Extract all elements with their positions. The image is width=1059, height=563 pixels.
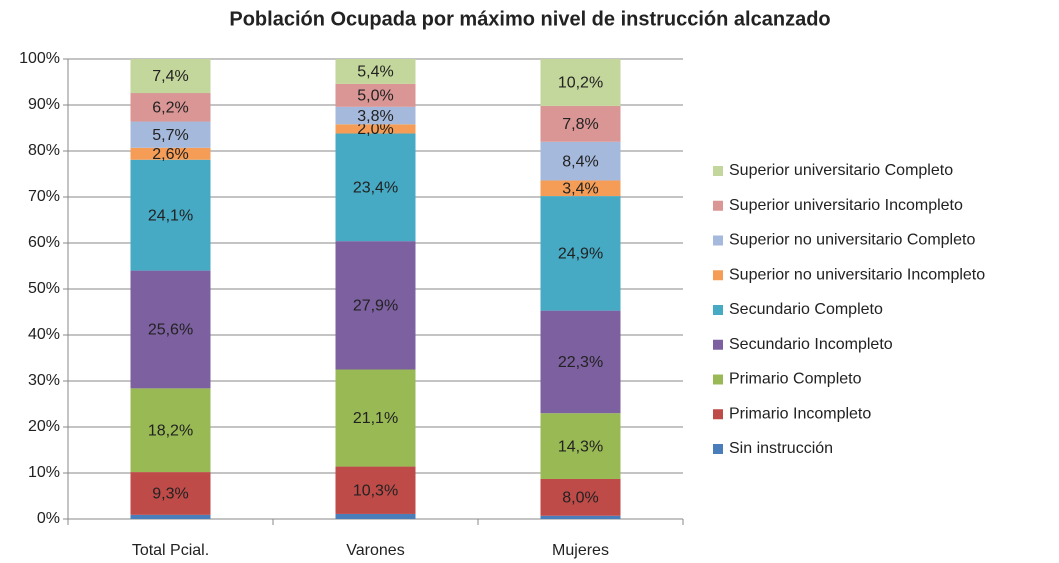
y-tick-label: 40% [28, 326, 60, 343]
y-tick-label: 50% [28, 280, 60, 297]
bar-segment [130, 514, 211, 519]
bar-segment [335, 466, 416, 514]
data-label: 7,8% [562, 116, 598, 133]
bar-segment [130, 59, 211, 94]
legend-label: Superior universitario Completo [729, 162, 953, 179]
bar-segment [540, 180, 621, 197]
bar-segment [130, 147, 211, 160]
data-label: 2,0% [357, 121, 393, 138]
bar-segment [335, 106, 416, 125]
bar-segment [130, 270, 211, 389]
chart-title: Población Ocupada por máximo nivel de in… [229, 8, 830, 30]
data-label: 25,6% [148, 322, 193, 339]
data-label: 21,1% [353, 410, 398, 427]
legend-swatch [713, 166, 723, 176]
legend-label: Superior no universitario Incompleto [729, 266, 985, 283]
y-tick-label: 30% [28, 372, 60, 389]
data-label: 3,8% [357, 108, 393, 125]
legend-swatch [713, 305, 723, 315]
data-label: 10,3% [353, 482, 398, 499]
y-tick-label: 20% [28, 418, 60, 435]
bar-segment [540, 59, 621, 106]
bar-segment [540, 105, 621, 142]
data-label: 27,9% [353, 298, 398, 315]
legend-label: Sin instrucción [729, 440, 833, 457]
legend-label: Secundario Completo [729, 301, 883, 318]
bar-segment [130, 159, 211, 271]
legend-label: Primario Incompleto [729, 405, 871, 422]
bar-segment [540, 478, 621, 516]
bar-segment [540, 413, 621, 479]
data-label: 5,4% [357, 64, 393, 81]
bar-segment [130, 93, 211, 122]
data-label: 5,7% [152, 127, 188, 144]
bar-segment [130, 472, 211, 515]
legend-swatch [713, 270, 723, 281]
y-tick-label: 90% [28, 96, 60, 113]
legend-swatch [713, 235, 723, 246]
legend-label: Superior universitario Incompleto [729, 197, 963, 214]
data-label: 23,4% [353, 180, 398, 197]
legend-label: Superior no universitario Completo [729, 232, 975, 249]
x-tick-label: Mujeres [552, 542, 609, 559]
bar-segment [335, 241, 416, 370]
data-label: 2,6% [152, 146, 188, 163]
bar-segment [540, 310, 621, 414]
data-label: 9,3% [152, 486, 188, 503]
y-tick-label: 10% [28, 464, 60, 481]
legend-label: Secundario Incompleto [729, 336, 893, 353]
bar-segment [335, 513, 416, 519]
legend-swatch [713, 409, 723, 420]
data-label: 18,2% [148, 422, 193, 439]
data-label: 22,3% [558, 354, 603, 371]
x-tick-label: Varones [346, 542, 404, 559]
data-label: 5,0% [357, 88, 393, 105]
bar-segment [130, 121, 211, 148]
data-label: 24,9% [558, 246, 603, 263]
legend-swatch [713, 444, 723, 454]
data-label: 3,4% [562, 180, 598, 197]
legend-swatch [713, 339, 723, 350]
data-label: 8,0% [562, 490, 598, 507]
bar-segment [130, 388, 211, 473]
y-tick-label: 80% [28, 142, 60, 159]
bar-segment [540, 196, 621, 311]
y-tick-label: 70% [28, 188, 60, 205]
legend-label: Primario Completo [729, 371, 862, 388]
bar-segment [335, 124, 416, 134]
bar-segment [335, 369, 416, 467]
y-tick-label: 0% [37, 510, 60, 527]
legend-swatch [713, 200, 723, 211]
x-tick-label: Total Pcial. [132, 542, 209, 559]
y-tick-label: 60% [28, 234, 60, 251]
bar-segment [335, 133, 416, 242]
data-label: 8,4% [562, 153, 598, 170]
data-label: 7,4% [152, 68, 188, 85]
bar-segment [540, 141, 621, 181]
data-label: 10,2% [558, 75, 603, 92]
data-label: 14,3% [558, 438, 603, 455]
bar-segment [335, 59, 416, 84]
legend-swatch [713, 374, 723, 385]
data-label: 6,2% [152, 100, 188, 117]
y-tick-label: 100% [19, 50, 60, 67]
data-label: 24,1% [148, 207, 193, 224]
bar-segment [335, 83, 416, 107]
bar-segment [540, 515, 621, 519]
